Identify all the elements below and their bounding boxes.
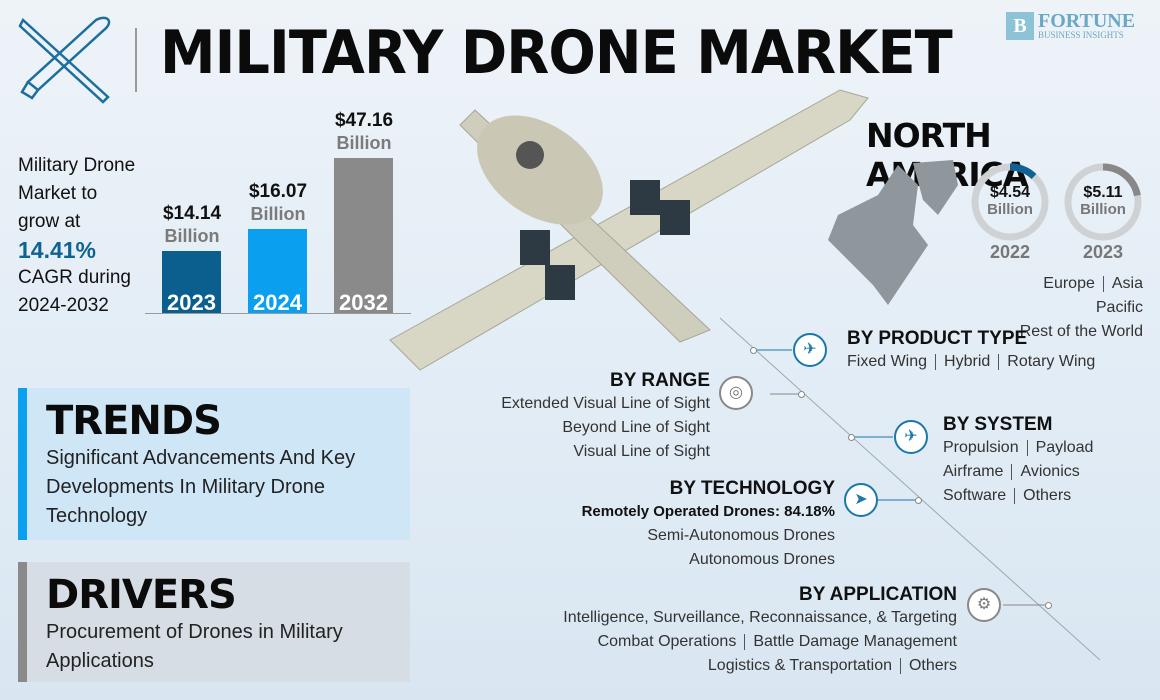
segment-item: Airframe [943,463,1004,480]
region-europe: Europe [1043,275,1095,292]
cagr-line: 2024-2032 [18,295,109,316]
segment-item: Autonomous Drones [689,551,835,568]
segment-application: BY APPLICATION Intelligence, Surveillanc… [520,584,957,678]
timeline-dot [798,391,805,398]
chart-baseline [145,313,411,314]
segment-item: Extended Visual Line of Sight [501,395,710,412]
cagr-line: Military Drone [18,155,136,176]
segment-item: Visual Line of Sight [573,443,710,460]
trends-heading: TRENDS [46,398,222,444]
segment-item: Others [908,657,957,674]
segment-item: Avionics [1020,463,1080,480]
bar-unit: Billion [164,225,220,246]
fixed-wing-icon: ✈ [793,333,827,367]
page-title: MILITARY DRONE MARKET [160,18,953,88]
drivers-accent [18,562,27,682]
segment-item: Payload [1035,439,1094,456]
segment-title: BY RANGE [610,370,710,391]
logo-line2: BUSINESS INSIGHTS [1038,30,1124,40]
logo-line1: FORTUNE [1038,10,1136,32]
bar-value-label: $47.16 Billion [319,110,409,154]
segment-item: Fixed Wing [847,353,928,370]
segment-product-type: BY PRODUCT TYPE Fixed Wing Hybrid Rotary W… [847,328,1095,374]
cagr-line: grow at [18,211,81,232]
drone-image [389,89,869,371]
ring-gauge [1064,163,1142,241]
region-rest-of-world: Rest of the World [1019,323,1143,340]
bar-year-label: 2023 [167,289,216,315]
bar-value: $14.14 [162,202,222,224]
segment-item: Software [943,487,1007,504]
timeline-dot [848,434,855,441]
segment-item: Hybrid [944,353,991,370]
drone-outline-icon [18,16,111,104]
ring-unit: Billion [1080,201,1126,218]
bar-value: $47.16 [334,110,394,131]
segment-item: Combat Operations [597,633,737,650]
technology-icon: ➤ [844,483,878,517]
trends-panel: TRENDS Significant Advancements And Key … [18,388,410,540]
segment-item: Beyond Line of Sight [562,419,710,436]
cagr-text: Military Drone Market to grow at 14.41% … [18,152,135,320]
ring-year: 2023 [1082,242,1124,262]
cagr-line: Market to [18,183,98,204]
bar-year-label: 2024 [253,289,302,315]
north-america-map [828,160,958,305]
range-icon: ◎ [719,376,753,410]
segment-highlight: Remotely Operated Drones: 84.18% [581,503,835,520]
logo-mark: B [1006,12,1034,40]
segment-title: BY TECHNOLOGY [669,478,835,499]
system-icon: ✈ [894,420,928,454]
segment-item: Rotary Wing [1007,353,1096,370]
segment-item: Logistics & Transportation [707,657,892,674]
bar-value: $16.07 [248,180,308,202]
bar-value-label: $16.07 Billion [233,181,323,225]
segment-item: Intelligence, Surveillance, Reconnaissan… [563,609,957,626]
ring-value: $5.11 [1083,184,1123,201]
segment-title: BY APPLICATION [799,584,957,605]
timeline-dot [750,347,757,354]
segment-item: Battle Damage Management [753,633,957,650]
drivers-text: Procurement of Drones in Military Applic… [46,621,343,672]
bar-unit: Billion [250,203,306,224]
ring-year: 2022 [989,242,1031,262]
ring-unit: Billion [987,201,1033,218]
bar-year-label: 2032 [339,290,388,315]
other-regions: Europe Asia Pacific Rest of the World [995,272,1143,344]
segment-item: Semi-Autonomous Drones [647,527,835,544]
ring-value: $4.54 [989,184,1031,201]
header-divider [135,28,137,92]
segment-title: BY SYSTEM [943,414,1053,435]
trends-text: Significant Advancements And Key Develop… [46,447,356,527]
cagr-value: 14.41% [18,237,97,263]
drivers-heading: DRIVERS [46,572,237,618]
bar-2032: 2032 [334,158,393,315]
bar-2024: 2024 [248,228,307,315]
segment-system: BY SYSTEM Propulsion Payload Airframe Avio… [943,414,1093,508]
region-ring-2022: $4.54 Billion [970,162,1050,242]
timeline-dot [915,497,922,504]
bar-value-label: $14.14 Billion [147,203,237,247]
segment-item: Others [1023,487,1072,504]
application-icon: ⚙ [967,588,1001,622]
region-ring-2023: $5.11 Billion [1063,162,1143,242]
timeline-dot [1045,602,1052,609]
segment-range: BY RANGE Extended Visual Line of Sight B… [460,370,710,464]
bar-unit: Billion [336,133,392,153]
region-asia-pacific: Asia Pacific [1095,275,1143,316]
fortune-logo: B FORTUNE BUSINESS INSIGHTS [1006,10,1136,40]
segment-technology: BY TECHNOLOGY Remotely Operated Drones: … [535,478,835,572]
drivers-panel: DRIVERS Procurement of Drones in Militar… [18,562,410,682]
ring-gauge [971,163,1049,241]
cagr-line: CAGR during [18,267,131,288]
segment-item: Propulsion [943,439,1019,456]
segment-title: BY PRODUCT TYPE [847,328,1028,349]
bar-2023: 2023 [162,250,221,315]
trends-accent [18,388,27,540]
